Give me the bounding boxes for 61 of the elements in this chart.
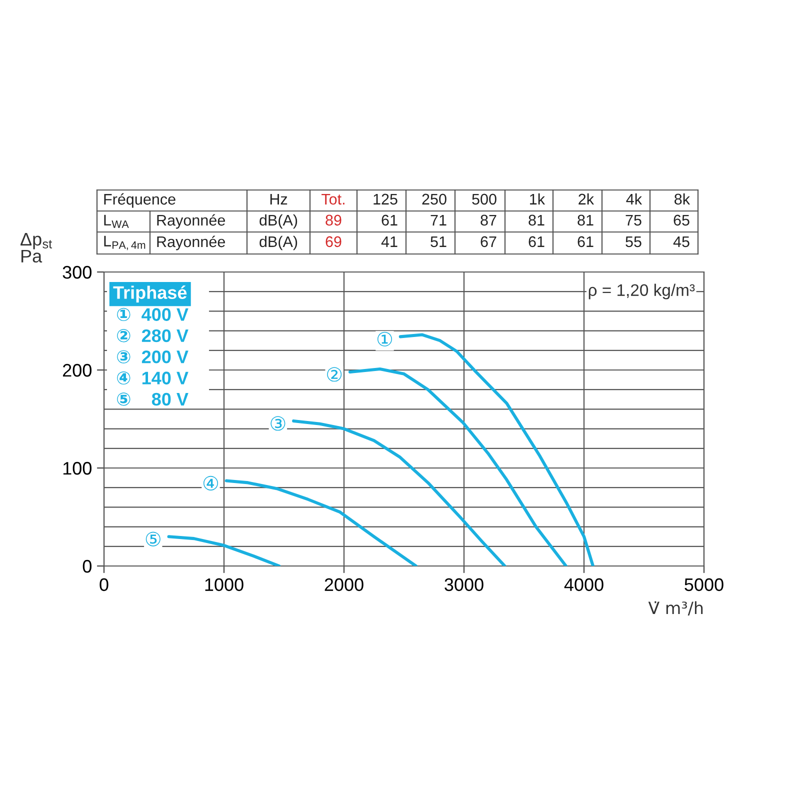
text: 61: [528, 236, 544, 248]
series-label: ③: [270, 416, 286, 431]
text: 81: [528, 214, 544, 226]
text: Rayonnée: [157, 214, 225, 229]
text: 55: [626, 236, 642, 248]
line-series: [348, 367, 568, 566]
text: Hz: [270, 194, 288, 204]
line-series: [398, 333, 595, 566]
text: Rayonnée: [157, 236, 225, 250]
x-axis-title: V̇ m³/h: [648, 601, 703, 616]
text: dB(A): [260, 214, 298, 229]
x-tick-label: 4000: [564, 578, 604, 592]
annotation: ρ = 1,20 kg/m³: [588, 284, 695, 300]
annotation: ① 400 V: [117, 308, 188, 322]
y-axis-title: Δp$_{st}$ Pa: [20, 233, 52, 263]
text: 75: [626, 214, 642, 226]
x-tick-label: 0: [100, 578, 108, 592]
text: 61: [578, 236, 594, 248]
x-tick-label: 3000: [444, 578, 484, 592]
annotation: ③ 200 V: [117, 350, 188, 364]
text: 51: [430, 236, 446, 248]
x-tick-label: 1000: [205, 578, 244, 592]
text: dB(A): [260, 236, 298, 250]
text: 71: [430, 214, 446, 226]
annotation: ② 280 V: [117, 329, 188, 342]
y-tick-label: 200: [62, 364, 92, 377]
text: Tot.: [322, 194, 344, 205]
series-label: ①: [377, 332, 392, 346]
series-label: ②: [327, 367, 342, 382]
x-tick-label: 2000: [324, 578, 364, 592]
text: 4k: [626, 193, 642, 204]
text: 41: [381, 236, 398, 247]
legend-title: Triphasé: [113, 286, 187, 303]
text: 87: [480, 214, 496, 226]
text: L$_{PA,4m}$: [104, 236, 146, 250]
text: 8k: [674, 193, 690, 205]
text: 500: [472, 194, 496, 205]
text: 65: [674, 214, 690, 226]
text: 2k: [578, 193, 594, 204]
text: Fréquence: [104, 193, 176, 208]
y-tick-label: 100: [63, 462, 92, 475]
text: L$_{WA}$: [104, 214, 129, 228]
text: 81: [578, 214, 594, 226]
y-tick-label: 300: [62, 266, 92, 279]
annotation: ④ 140 V: [117, 371, 188, 385]
series-label: ⑤: [146, 532, 160, 546]
y-tick-label: 0: [82, 560, 92, 573]
line-series: [167, 535, 281, 566]
text: 1k: [530, 193, 546, 204]
series-label: ④: [203, 476, 218, 490]
text: 250: [422, 194, 446, 205]
annotation: ⑤ 80 V: [117, 392, 188, 406]
x-tick-label: 5000: [684, 578, 724, 592]
line-series: [224, 479, 418, 566]
text: 89: [326, 214, 342, 226]
text: 67: [480, 236, 496, 248]
text: 69: [326, 236, 342, 248]
text: 45: [673, 236, 690, 248]
line-series: [292, 419, 506, 566]
text: 61: [382, 214, 398, 226]
text: 125: [374, 194, 398, 205]
